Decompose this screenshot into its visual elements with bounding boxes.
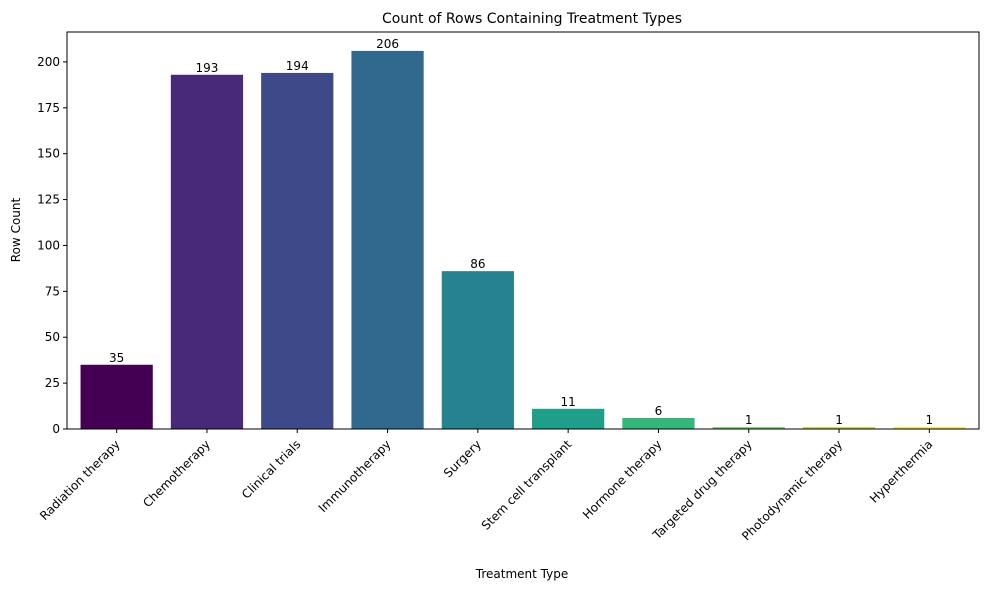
bar-7: [712, 427, 785, 429]
y-tick-label-6: 150: [37, 147, 60, 161]
data-label-1: 193: [196, 61, 219, 75]
data-label-0: 35: [109, 351, 124, 365]
x-tick-label-6: Hormone therapy: [580, 437, 665, 522]
x-tick-label-3: Immunotherapy: [316, 437, 394, 515]
x-tick-label-8: Photodynamic therapy: [739, 437, 845, 543]
bar-3: [351, 50, 424, 430]
data-label-8: 1: [835, 413, 843, 427]
x-tick-label-2: Clinical trials: [239, 437, 303, 501]
bar-8: [802, 427, 876, 429]
x-tick-label-4: Surgery: [441, 437, 484, 480]
bar-1: [170, 74, 244, 430]
y-axis-title: Row Count: [9, 198, 23, 263]
bar-4: [441, 271, 514, 429]
data-label-6: 6: [655, 404, 663, 418]
data-label-5: 11: [561, 395, 576, 409]
y-tick-label-8: 200: [37, 55, 60, 69]
data-label-3: 206: [376, 37, 399, 51]
y-tick-label-7: 175: [37, 101, 60, 115]
x-axis-title: Treatment Type: [475, 567, 568, 581]
x-tick-label-7: Targeted drug therapy: [649, 437, 755, 543]
x-tick-label-5: Stem cell transplant: [479, 437, 575, 533]
bar-9: [893, 427, 966, 429]
data-label-9: 1: [926, 413, 934, 427]
bar-0: [80, 364, 153, 429]
bar-2: [261, 72, 334, 430]
data-label-2: 194: [286, 59, 309, 73]
bar-6: [622, 417, 695, 429]
y-tick-label-5: 125: [37, 193, 60, 207]
plot-frame: [66, 31, 980, 430]
y-tick-label-4: 100: [37, 238, 60, 252]
x-tick-label-0: Radiation therapy: [37, 437, 123, 523]
y-tick-label-3: 75: [45, 284, 60, 298]
x-tick-label-1: Chemotherapy: [140, 437, 213, 510]
data-label-4: 86: [470, 257, 485, 271]
bar-5: [532, 408, 605, 429]
y-tick-label-1: 25: [45, 376, 60, 390]
data-label-7: 1: [745, 413, 753, 427]
y-tick-label-2: 50: [45, 330, 60, 344]
chart-title: Count of Rows Containing Treatment Types: [382, 11, 682, 27]
x-tick-label-9: Hyperthermia: [867, 437, 935, 505]
y-tick-label-0: 0: [52, 422, 60, 436]
